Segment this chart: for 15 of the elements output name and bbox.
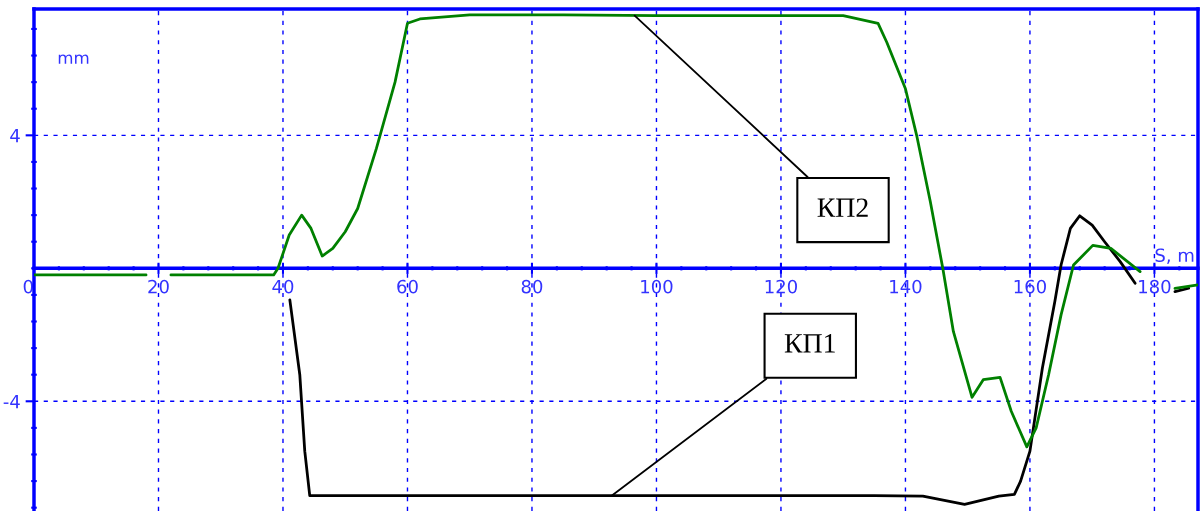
x-tick-label: 140 bbox=[890, 279, 922, 294]
x-tick-label: 20 bbox=[148, 279, 169, 294]
x-tick-label: 60 bbox=[397, 279, 418, 294]
annotation: КП1 bbox=[784, 334, 835, 353]
x-axis-title: S, m bbox=[1155, 248, 1194, 264]
y-axis-title: mm bbox=[58, 54, 89, 64]
x-tick-label: 180 bbox=[1139, 279, 1171, 294]
x-tick-label: 100 bbox=[641, 279, 673, 294]
annotation: КП2 bbox=[817, 198, 868, 217]
y-tick-label: 4 bbox=[10, 129, 20, 143]
x-tick-label: 160 bbox=[1014, 279, 1046, 294]
x-tick-label: 120 bbox=[765, 279, 797, 294]
x-tick-label: 80 bbox=[521, 279, 543, 294]
y-tick-label: -4 bbox=[3, 394, 20, 409]
x-tick-label: 40 bbox=[272, 279, 294, 294]
